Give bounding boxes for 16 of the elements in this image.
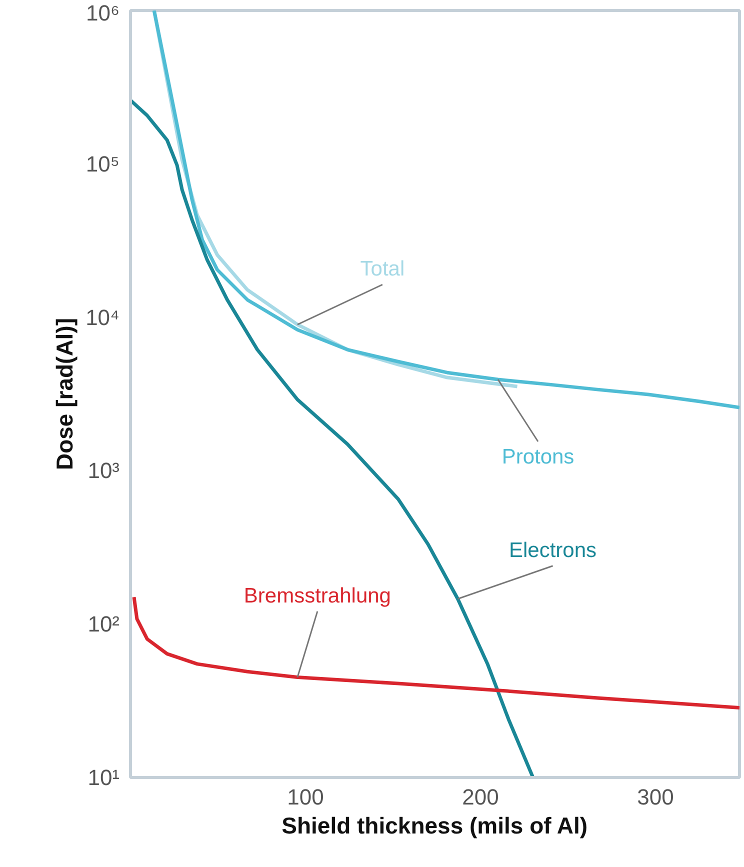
text: Total [360,258,405,281]
text: Protons [502,446,574,469]
y-tick-label: 10⁶ [86,0,120,26]
x-tick-label: 100 [287,784,324,810]
y-tick-label: 10⁵ [86,151,120,176]
y-tick-label: 10⁴ [86,304,120,330]
x-axis-title: Shield thickness (mils of Al) [282,812,588,838]
y-tick-label: 10³ [88,458,120,484]
y-tick-label: 10¹ [88,765,120,790]
x-tick-label: 200 [462,784,499,810]
line-series [152,10,740,410]
y-tick-label: 10² [88,612,120,637]
text: Bremsstrahlung [244,584,391,608]
text: Electrons [508,538,597,562]
x-tick-label: 300 [637,784,674,810]
y-axis-title: Dose [rad(Al)] [52,318,78,470]
